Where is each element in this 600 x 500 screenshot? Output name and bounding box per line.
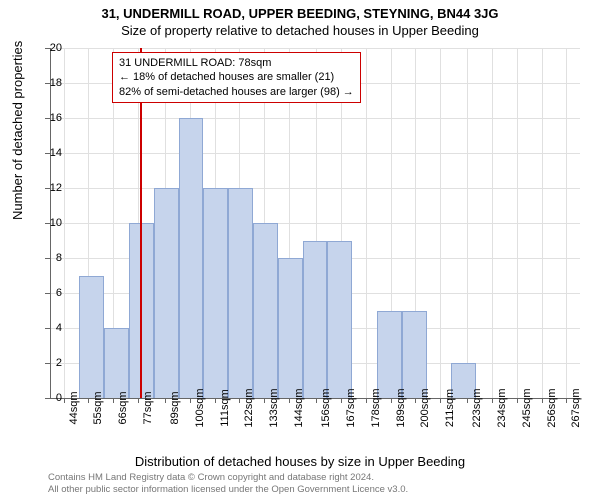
annotation-line: 82% of semi-detached houses are larger (… — [119, 85, 354, 99]
x-tick-label: 66sqm — [117, 391, 129, 424]
histogram-bar — [79, 276, 104, 399]
histogram-bar — [179, 118, 204, 398]
footer-line: All other public sector information lice… — [48, 484, 408, 496]
footer-line: Contains HM Land Registry data © Crown c… — [48, 472, 408, 484]
histogram-bar — [203, 188, 228, 398]
x-tick-label: 156sqm — [320, 388, 332, 427]
histogram-bar — [402, 311, 427, 399]
title-sub: Size of property relative to detached ho… — [0, 21, 600, 38]
x-tick-label: 223sqm — [471, 388, 483, 427]
histogram-bar — [154, 188, 179, 398]
histogram-bar — [104, 328, 129, 398]
x-tick-label: 267sqm — [570, 388, 582, 427]
x-axis-label: Distribution of detached houses by size … — [0, 454, 600, 469]
y-tick-label: 6 — [32, 287, 62, 299]
grid-line-v — [440, 48, 441, 398]
y-tick-label: 18 — [32, 77, 62, 89]
y-tick-label: 8 — [32, 252, 62, 264]
x-tick-label: 77sqm — [142, 391, 154, 424]
x-tick-label: 89sqm — [169, 391, 181, 424]
grid-line-v — [64, 48, 65, 398]
plot-region: 31 UNDERMILL ROAD: 78sqm← 18% of detache… — [50, 48, 580, 398]
grid-line-h — [50, 188, 580, 189]
x-tick-label: 245sqm — [521, 388, 533, 427]
x-tick-label: 256sqm — [546, 388, 558, 427]
y-tick-label: 0 — [32, 392, 62, 404]
y-tick-label: 14 — [32, 147, 62, 159]
y-tick-label: 12 — [32, 182, 62, 194]
x-tick-label: 178sqm — [370, 388, 382, 427]
histogram-bar — [278, 258, 303, 398]
grid-line-v — [566, 48, 567, 398]
annotation-box: 31 UNDERMILL ROAD: 78sqm← 18% of detache… — [112, 52, 361, 103]
x-tick-label: 211sqm — [444, 389, 456, 427]
x-tick-label: 122sqm — [243, 388, 255, 427]
histogram-bar — [228, 188, 253, 398]
x-tick-label: 167sqm — [345, 388, 357, 427]
y-tick-label: 4 — [32, 322, 62, 334]
x-tick-label: 100sqm — [194, 388, 206, 427]
grid-line-h — [50, 153, 580, 154]
y-tick-label: 10 — [32, 217, 62, 229]
x-tick-label: 111sqm — [219, 389, 231, 427]
chart-area: 31 UNDERMILL ROAD: 78sqm← 18% of detache… — [50, 48, 580, 398]
title-main: 31, UNDERMILL ROAD, UPPER BEEDING, STEYN… — [0, 0, 600, 21]
x-tick-label: 55sqm — [92, 391, 104, 424]
grid-line-h — [50, 48, 580, 49]
grid-line-h — [50, 118, 580, 119]
grid-line-v — [517, 48, 518, 398]
annotation-line: 31 UNDERMILL ROAD: 78sqm — [119, 56, 354, 70]
y-tick-label: 20 — [32, 42, 62, 54]
y-tick-label: 16 — [32, 112, 62, 124]
histogram-bar — [377, 311, 402, 399]
x-tick-label: 234sqm — [496, 388, 508, 427]
x-tick-label: 189sqm — [395, 388, 407, 427]
annotation-line: ← 18% of detached houses are smaller (21… — [119, 70, 354, 84]
chart-container: 31, UNDERMILL ROAD, UPPER BEEDING, STEYN… — [0, 0, 600, 500]
x-tick-label: 200sqm — [419, 388, 431, 427]
grid-line-v — [467, 48, 468, 398]
histogram-bar — [303, 241, 328, 399]
grid-line-v — [366, 48, 367, 398]
x-tick-label: 44sqm — [68, 391, 80, 424]
x-tick-label: 144sqm — [293, 388, 305, 427]
histogram-bar — [253, 223, 278, 398]
grid-line-v — [492, 48, 493, 398]
x-tick-label: 133sqm — [268, 388, 280, 427]
footer-attribution: Contains HM Land Registry data © Crown c… — [48, 472, 408, 496]
grid-line-v — [542, 48, 543, 398]
y-axis-label: Number of detached properties — [10, 41, 25, 220]
histogram-bar — [327, 241, 352, 399]
y-tick-label: 2 — [32, 357, 62, 369]
